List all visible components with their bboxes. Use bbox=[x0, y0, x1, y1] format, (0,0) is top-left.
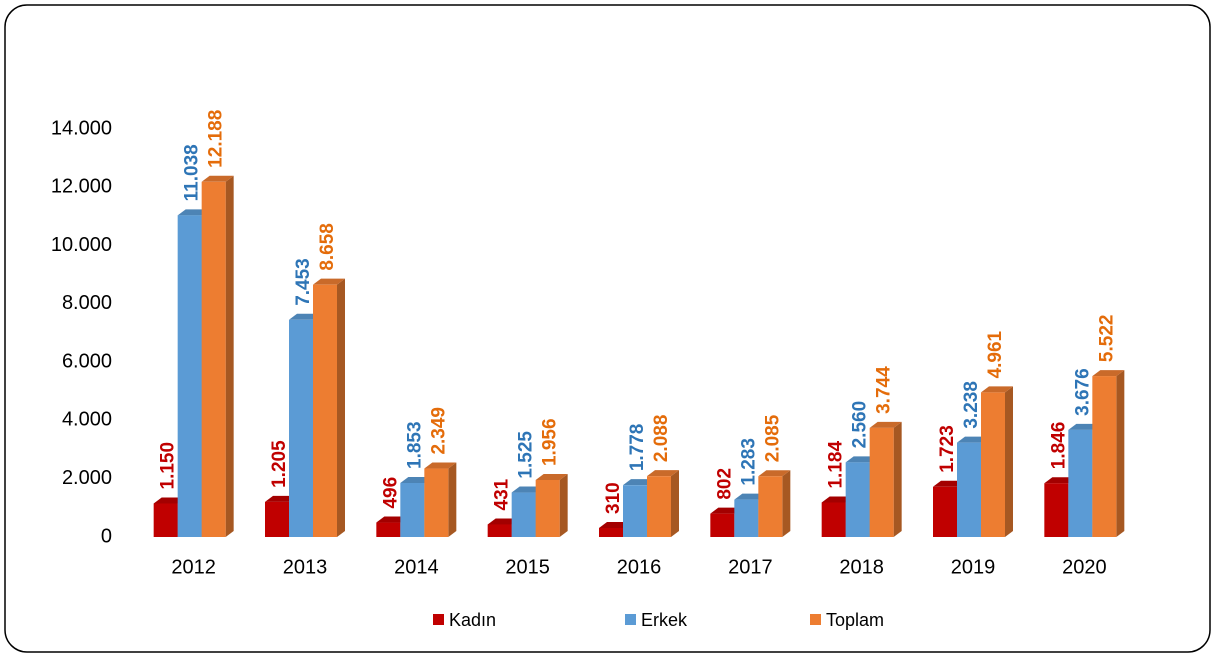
bar bbox=[400, 482, 425, 537]
bar bbox=[535, 479, 560, 537]
bar bbox=[845, 462, 870, 537]
bar-top bbox=[424, 462, 457, 469]
bar-side bbox=[1005, 386, 1013, 537]
value-label: 1.150 bbox=[158, 442, 179, 490]
bar bbox=[821, 502, 846, 537]
bar bbox=[734, 499, 759, 537]
legend-label: Erkek bbox=[641, 610, 688, 630]
y-tick-label: 14.000 bbox=[51, 117, 112, 139]
bar-top bbox=[1092, 370, 1125, 377]
bar-side bbox=[1116, 370, 1125, 537]
bar-top bbox=[758, 470, 791, 477]
bar bbox=[981, 392, 1005, 537]
x-tick-label: 2018 bbox=[839, 556, 884, 578]
value-label: 1.723 bbox=[937, 425, 958, 473]
value-label: 431 bbox=[492, 478, 513, 510]
bar bbox=[201, 181, 226, 537]
value-label: 1.205 bbox=[269, 440, 290, 488]
value-label: 5.522 bbox=[1096, 315, 1117, 363]
value-label: 11.038 bbox=[182, 144, 203, 201]
bar-top bbox=[869, 421, 902, 428]
value-label: 3.676 bbox=[1072, 368, 1093, 416]
bar-side bbox=[337, 278, 345, 537]
bar bbox=[933, 486, 957, 537]
y-tick-label: 4.000 bbox=[62, 409, 112, 431]
bar-side bbox=[671, 470, 679, 537]
bar-side bbox=[225, 175, 234, 537]
bar bbox=[313, 284, 337, 537]
value-label: 3.744 bbox=[874, 366, 895, 414]
bar bbox=[1044, 483, 1069, 537]
value-label: 1.778 bbox=[627, 424, 648, 472]
x-tick-label: 2016 bbox=[617, 556, 662, 578]
bar-side bbox=[559, 473, 568, 537]
y-tick-label: 2.000 bbox=[62, 467, 112, 489]
bar-side bbox=[782, 470, 791, 537]
value-label: 2.560 bbox=[850, 401, 871, 449]
bar bbox=[1092, 376, 1117, 537]
value-label: 1.184 bbox=[826, 441, 847, 489]
value-label: 1.846 bbox=[1048, 422, 1069, 470]
legend-swatch bbox=[810, 614, 821, 625]
bar bbox=[623, 485, 647, 537]
value-label: 4.961 bbox=[985, 330, 1006, 378]
bar-top bbox=[201, 175, 234, 182]
value-label: 310 bbox=[603, 482, 624, 514]
legend-swatch bbox=[625, 614, 636, 625]
bar-side bbox=[448, 462, 457, 537]
x-tick-label: 2017 bbox=[728, 556, 773, 578]
bar bbox=[647, 476, 671, 537]
bar bbox=[289, 319, 313, 537]
bar bbox=[177, 215, 202, 537]
x-tick-label: 2013 bbox=[283, 556, 328, 578]
bar bbox=[1068, 429, 1093, 537]
bar bbox=[153, 503, 178, 537]
bar-top bbox=[535, 473, 568, 480]
value-label: 1.956 bbox=[540, 418, 561, 466]
value-label: 12.188 bbox=[206, 110, 227, 168]
value-label: 3.238 bbox=[961, 381, 982, 429]
value-label: 802 bbox=[714, 468, 735, 500]
y-tick-label: 12.000 bbox=[51, 176, 112, 198]
legend-label: Toplam bbox=[826, 610, 884, 630]
bar bbox=[957, 442, 981, 537]
value-label: 1.525 bbox=[516, 431, 537, 479]
x-tick-label: 2014 bbox=[394, 556, 439, 578]
x-tick-label: 2020 bbox=[1062, 556, 1107, 578]
bar bbox=[599, 527, 623, 537]
value-label: 2.349 bbox=[428, 407, 449, 455]
bar bbox=[424, 468, 449, 537]
bar-side bbox=[893, 421, 902, 537]
y-tick-label: 10.000 bbox=[51, 234, 112, 256]
value-label: 1.283 bbox=[738, 438, 759, 486]
bar bbox=[487, 524, 512, 537]
bar bbox=[869, 427, 894, 537]
y-tick-label: 0 bbox=[101, 525, 112, 547]
y-tick-label: 8.000 bbox=[62, 292, 112, 314]
value-label: 2.088 bbox=[651, 415, 672, 463]
value-label: 2.085 bbox=[762, 414, 783, 462]
bar-top bbox=[313, 278, 345, 285]
bar bbox=[511, 492, 536, 537]
value-label: 496 bbox=[380, 477, 401, 509]
legend-swatch bbox=[433, 614, 444, 625]
value-label: 7.453 bbox=[293, 258, 314, 306]
value-label: 8.658 bbox=[317, 223, 338, 271]
bar bbox=[265, 501, 289, 537]
x-tick-label: 2019 bbox=[951, 556, 996, 578]
x-tick-label: 2012 bbox=[171, 556, 216, 578]
bar-top bbox=[647, 470, 679, 477]
value-label: 1.853 bbox=[404, 421, 425, 469]
y-tick-label: 6.000 bbox=[62, 350, 112, 372]
bar bbox=[376, 522, 401, 537]
legend-label: Kadın bbox=[449, 610, 496, 630]
bar bbox=[710, 513, 735, 537]
bar-top bbox=[981, 386, 1013, 393]
x-tick-label: 2015 bbox=[505, 556, 550, 578]
bar bbox=[758, 476, 783, 537]
